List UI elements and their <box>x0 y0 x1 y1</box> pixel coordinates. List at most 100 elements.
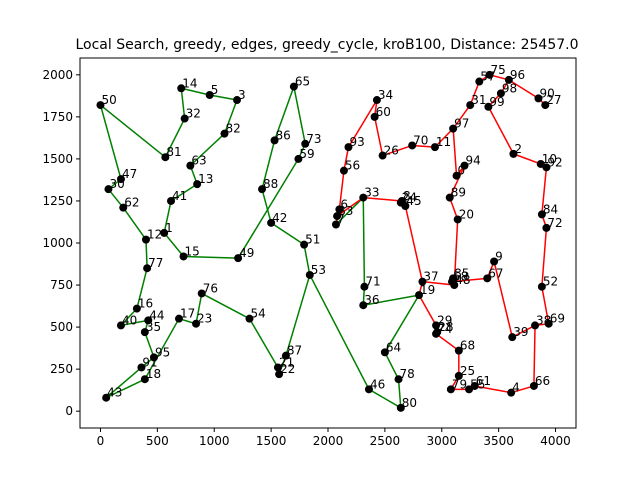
node-label-24: 24 <box>402 191 417 205</box>
node-47 <box>116 175 125 184</box>
node-label-37: 37 <box>423 270 438 284</box>
node-51 <box>300 240 309 249</box>
edge-green-19-64 <box>384 294 420 353</box>
node-15 <box>179 252 188 261</box>
node-label-57: 57 <box>480 70 495 84</box>
node-label-64: 64 <box>386 340 401 354</box>
node-label-82: 82 <box>225 122 240 136</box>
node-label-83: 83 <box>338 204 353 218</box>
node-43 <box>102 393 111 402</box>
node-75 <box>485 70 494 79</box>
edges-layer <box>99 74 550 409</box>
edge-green-5-14 <box>181 87 210 96</box>
y-tick-label-0: 0 <box>65 404 73 418</box>
node-0 <box>452 171 461 180</box>
edge-red-66-38 <box>533 325 536 386</box>
node-label-3: 3 <box>238 88 246 102</box>
node-3 <box>232 96 241 105</box>
node-79 <box>446 385 455 394</box>
node-label-54: 54 <box>251 307 266 321</box>
node-77 <box>143 264 152 273</box>
edge-red-33-8 <box>363 196 403 202</box>
edge-red-60-26 <box>373 116 384 156</box>
node-72 <box>542 223 551 232</box>
node-label-71: 71 <box>365 275 380 289</box>
edge-green-87-53 <box>285 274 311 356</box>
edge-red-45-37 <box>404 205 424 282</box>
edge-red-26-70 <box>382 144 413 157</box>
node-86 <box>270 136 279 145</box>
x-tick-label-4000: 4000 <box>540 434 571 448</box>
edge-green-64-78 <box>384 351 400 380</box>
edge-green-43-18 <box>105 378 146 399</box>
node-label-49: 49 <box>239 246 254 260</box>
node-9 <box>490 257 499 266</box>
edge-red-19-29 <box>418 294 437 326</box>
node-71 <box>360 282 369 291</box>
edge-green-36-19 <box>363 294 420 306</box>
node-91 <box>137 363 146 372</box>
y-tick-label-1500: 1500 <box>42 152 73 166</box>
x-tick-label-0: 0 <box>97 434 105 448</box>
node-label-55: 55 <box>470 377 485 391</box>
node-label-6: 6 <box>340 197 348 211</box>
edge-green-59-49 <box>237 158 300 259</box>
node-label-78: 78 <box>400 367 415 381</box>
node-label-61: 61 <box>476 374 491 388</box>
node-label-17: 17 <box>180 307 195 321</box>
node-66 <box>529 381 538 390</box>
edge-green-23-76 <box>195 293 203 324</box>
node-38 <box>531 321 540 330</box>
node-20 <box>453 215 462 224</box>
edge-red-11-97 <box>434 128 454 148</box>
node-label-45: 45 <box>406 194 421 208</box>
node-label-33: 33 <box>364 186 379 200</box>
node-97 <box>449 124 458 133</box>
edge-red-94-89 <box>449 165 466 198</box>
node-49 <box>234 254 243 263</box>
node-61 <box>470 381 479 390</box>
edge-green-86-65 <box>273 86 295 141</box>
node-label-73: 73 <box>306 132 321 146</box>
node-label-34: 34 <box>378 88 393 102</box>
node-73 <box>301 139 310 148</box>
node-label-20: 20 <box>459 207 474 221</box>
node-35 <box>140 328 149 337</box>
edge-red-74-68 <box>435 333 460 352</box>
edge-red-52-69 <box>541 286 550 324</box>
edge-green-78-80 <box>397 379 402 408</box>
edge-red-92-84 <box>541 167 548 215</box>
node-label-80: 80 <box>402 396 417 410</box>
node-label-90: 90 <box>539 86 554 100</box>
node-label-10: 10 <box>542 152 557 166</box>
node-label-47: 47 <box>122 167 137 181</box>
node-label-98: 98 <box>502 81 517 95</box>
node-label-19: 19 <box>420 283 435 297</box>
node-74 <box>432 329 441 338</box>
node-2 <box>509 149 518 158</box>
node-6 <box>335 205 344 214</box>
y-tick-label-250: 250 <box>50 362 73 376</box>
node-label-94: 94 <box>466 154 481 168</box>
node-76 <box>197 289 206 298</box>
node-63 <box>186 161 195 170</box>
node-label-84: 84 <box>543 202 558 216</box>
node-label-7: 7 <box>337 213 345 227</box>
node-label-76: 76 <box>203 281 218 295</box>
edge-red-72-52 <box>541 227 548 287</box>
edge-green-18-17 <box>144 318 180 380</box>
node-88 <box>258 185 267 194</box>
node-99 <box>484 102 493 111</box>
node-label-28: 28 <box>438 320 453 334</box>
node-23 <box>192 319 201 328</box>
x-tick-label-2500: 2500 <box>370 434 401 448</box>
node-label-60: 60 <box>376 105 391 119</box>
node-label-59: 59 <box>299 147 314 161</box>
node-label-43: 43 <box>107 386 122 400</box>
node-93 <box>344 143 353 152</box>
x-axis: 0 500 1000 1500 2000 2500 3000 3500 4000 <box>97 428 571 448</box>
node-16 <box>132 304 141 313</box>
node-label-97: 97 <box>454 117 469 131</box>
node-82 <box>220 129 229 138</box>
node-40 <box>116 321 125 330</box>
